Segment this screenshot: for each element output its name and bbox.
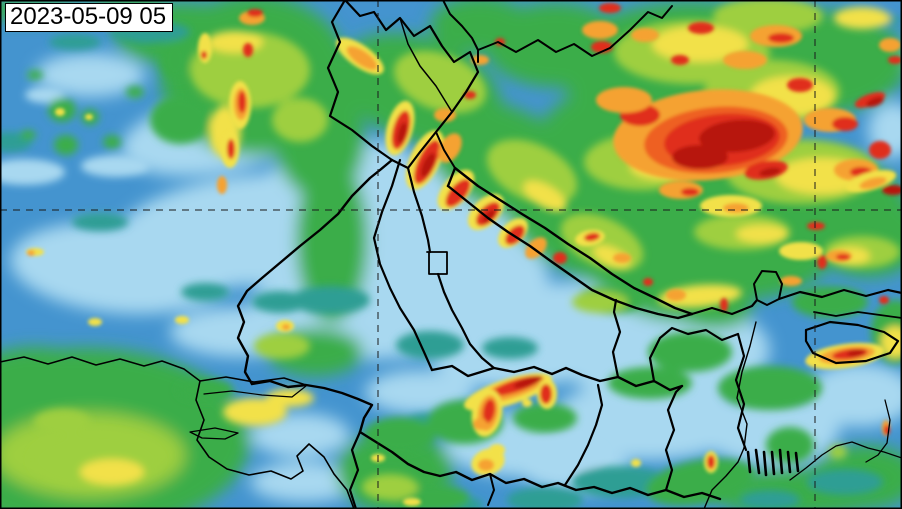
timestamp-label: 2023-05-09 05: [5, 3, 174, 32]
